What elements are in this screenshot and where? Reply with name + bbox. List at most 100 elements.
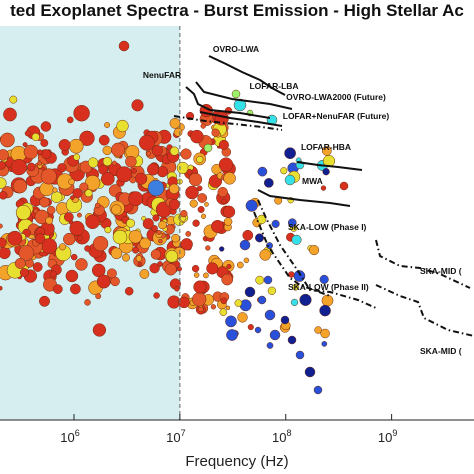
data-point [79,182,89,192]
data-point [0,191,8,200]
data-point [269,329,281,341]
data-point [75,258,88,271]
data-point [197,206,205,213]
data-point [98,134,110,146]
data-point [95,293,102,300]
data-point [37,149,43,156]
data-point [147,163,160,176]
data-point [290,298,299,307]
data-point [266,242,273,250]
instrument-curves [173,55,474,337]
data-point [339,181,349,191]
data-point [40,168,57,185]
data-point [243,257,250,264]
data-point [22,142,28,148]
data-point [257,214,267,225]
data-point [321,146,332,156]
data-point [245,199,258,212]
instrument-curve [296,161,363,171]
data-point [9,95,18,104]
data-point [180,148,192,160]
data-point [0,177,7,189]
data-point [0,246,11,260]
data-point [236,261,244,269]
data-point [263,275,273,285]
data-point [45,216,54,225]
data-point [218,139,229,150]
x-tick-label: 108 [272,428,291,445]
data-point [18,245,35,261]
data-point [106,268,117,279]
instrument-curve [375,239,471,289]
data-point [168,183,180,194]
data-point [189,199,198,208]
data-point [32,262,43,272]
data-point [186,168,193,175]
data-point [100,171,115,186]
data-point [27,162,36,172]
data-point [239,239,251,251]
data-point [23,144,39,160]
data-point [200,213,207,219]
data-point [263,178,274,188]
x-axis-ticks: 106 107 108 109 [60,414,397,445]
data-point [39,181,54,197]
data-point [242,229,254,241]
data-point [137,261,143,267]
data-point [153,292,160,299]
data-point [264,309,276,321]
x-tick-label: 106 [60,428,79,445]
data-point [322,168,330,176]
data-point [0,237,7,248]
data-point [287,218,297,228]
data-point [122,253,130,262]
data-point [271,219,280,228]
data-point [257,166,268,177]
data-point [79,130,95,146]
data-point [239,299,252,312]
data-point [41,149,52,160]
instrument-curve [173,115,283,131]
data-point [321,294,334,307]
data-point [165,250,179,263]
data-point [320,185,327,191]
data-point [149,263,160,274]
data-point [57,163,67,173]
data-point [70,195,75,200]
data-point [84,245,91,252]
data-point [284,174,296,186]
data-point [102,156,113,167]
data-point [84,299,91,306]
data-point [180,209,188,218]
data-point [39,196,50,208]
data-point [180,238,193,251]
data-point [111,204,122,215]
data-point [156,229,162,235]
data-point [37,160,42,166]
data-point [116,166,133,183]
instrument-label: LOFAR+NenuFAR (Future) [283,111,390,121]
data-point [135,255,143,262]
data-point [151,145,163,157]
data-point [76,212,82,218]
data-point [197,193,208,203]
data-point [205,245,211,251]
data-point [31,132,40,142]
data-point [173,127,183,137]
data-point [104,122,111,128]
data-point [196,185,203,192]
data-points [0,40,349,395]
data-point [145,151,152,157]
data-point [292,283,299,291]
data-point [158,220,167,230]
data-point [151,225,158,232]
data-point [196,155,204,164]
data-point [217,186,228,198]
data-point [210,304,217,310]
instrument-curve [195,81,293,110]
data-point [295,350,305,360]
data-point [10,158,28,176]
data-point [7,230,23,246]
data-point [231,89,241,99]
data-point [257,295,267,305]
